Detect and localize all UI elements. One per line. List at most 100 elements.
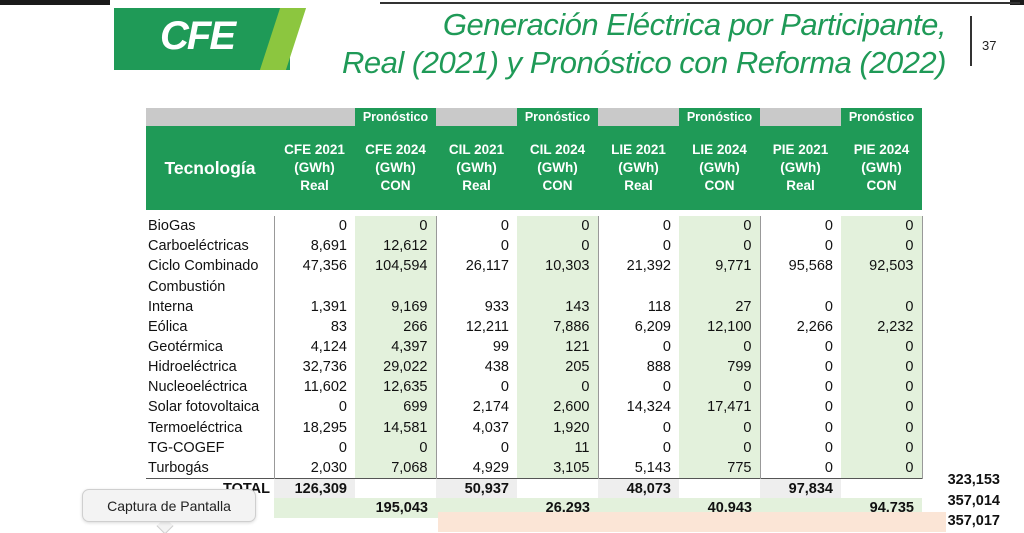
- table-cell: 438: [484, 359, 509, 376]
- table-cell: 104,594: [355, 256, 437, 277]
- table-cell: 92,503: [841, 256, 923, 277]
- table-cell: 0: [824, 439, 833, 456]
- header-tecnologia: Tecnología: [146, 126, 274, 210]
- table-cell: 0: [355, 216, 437, 237]
- table-cell: 5,143: [634, 459, 671, 476]
- title-line-2: Real (2021) y Pronóstico con Reforma (20…: [342, 45, 946, 80]
- header-column: CIL 2021 (GWh) Real: [436, 126, 517, 210]
- table-cell: 9,771: [679, 256, 761, 277]
- technology-name: Solar fotovoltaica: [146, 397, 275, 418]
- table-cell: 0: [841, 356, 923, 378]
- table-cell: 0: [517, 216, 599, 237]
- technology-name: Combustión Interna: [146, 276, 275, 317]
- header-line: CIL 2024: [529, 142, 586, 157]
- title-line-1: Generación Eléctrica por Participante,: [442, 7, 947, 42]
- cfe-logo-background: [114, 8, 290, 70]
- table-cell: 205: [517, 356, 599, 378]
- table-cell: 888: [646, 359, 671, 376]
- table-cell: 0: [841, 336, 923, 357]
- table-cell: 21,392: [626, 258, 671, 275]
- table-cell: 26,117: [465, 258, 509, 275]
- header-column: CFE 2024 (GWh) CON: [355, 126, 436, 210]
- table-cell: 0: [662, 419, 671, 436]
- table-row: Combustión Interna 1,391 9,169 933 143 118 27 0 0: [146, 276, 923, 317]
- table-cell: 775: [679, 457, 761, 479]
- grand-total-extra: 357,017: [947, 513, 1000, 529]
- table-cell: 4,397: [355, 336, 437, 357]
- pronostico-row: Pronóstico Pronóstico Pronóstico Pronóst…: [146, 108, 922, 126]
- pronostico-label: Pronóstico: [355, 108, 436, 126]
- technology-name: Hidroeléctrica: [146, 356, 275, 378]
- table-cell: 4,124: [310, 338, 347, 355]
- header-line: CFE 2024: [365, 142, 426, 157]
- table-cell: 27: [679, 276, 761, 317]
- technology-label: Interna: [148, 298, 194, 315]
- header-line: LIE 2021: [611, 142, 666, 157]
- technology-label: Carboeléctricas: [148, 238, 249, 255]
- header-line: (GWh): [456, 160, 497, 175]
- table-cell: 2,266: [796, 318, 833, 335]
- table-row: Geotérmica 4,124 4,397 99 121 0 0 0 0: [146, 336, 923, 357]
- header-line: Real: [300, 178, 329, 193]
- grand-total-con: 357,014: [947, 493, 1000, 509]
- table-cell: 2,600: [517, 397, 599, 418]
- table-cell: 0: [500, 439, 509, 456]
- header-line: CIL 2021: [448, 142, 505, 157]
- table-cell: 266: [355, 316, 437, 337]
- technology-name: Geotérmica: [146, 336, 275, 357]
- technology-name: TG-COGEF: [146, 437, 275, 458]
- table-cell: 14,581: [355, 417, 437, 438]
- table-cell: 2,174: [472, 399, 509, 416]
- header-column: LIE 2021 (GWh) Real: [598, 126, 679, 210]
- table-cell: 7,886: [517, 316, 599, 337]
- table-row: Nucleoeléctrica 11,602 12,635 0 0 0 0 0 0: [146, 377, 923, 398]
- total-real-cell: 126,309: [274, 477, 355, 499]
- header-line: LIE 2024: [692, 142, 747, 157]
- table-cell: 0: [662, 218, 671, 235]
- table-cell: 0: [824, 359, 833, 376]
- table-cell: 47,356: [302, 258, 347, 275]
- header-line: PIE 2021: [772, 142, 829, 157]
- header-line: (GWh): [780, 160, 821, 175]
- table-cell: 4,929: [472, 459, 509, 476]
- table-cell: 0: [355, 437, 437, 458]
- technology-label: Eólica: [148, 318, 188, 335]
- table-cell: 0: [517, 377, 599, 398]
- header-line: (GWh): [699, 160, 740, 175]
- table-row: Turbogás 2,030 7,068 4,929 3,105 5,143 775 0 0: [146, 457, 923, 479]
- table-cell: 4,037: [472, 419, 509, 436]
- table-cell: 12,635: [355, 377, 437, 398]
- table-cell: 29,022: [355, 356, 437, 378]
- pronostico-label: Pronóstico: [841, 108, 922, 126]
- table-cell: 7,068: [355, 457, 437, 479]
- table-cell: 3,105: [517, 457, 599, 479]
- table-cell: 118: [647, 298, 671, 315]
- table-cell: 12,211: [465, 318, 509, 335]
- peach-highlight-bar: [438, 512, 946, 532]
- table-cell: 0: [841, 216, 923, 237]
- table-cell: 0: [517, 236, 599, 257]
- top-border-line: [0, 0, 1024, 5]
- table-cell: 99: [492, 338, 509, 355]
- header-line: Real: [786, 178, 815, 193]
- header-column: CFE 2021 (GWh) Real: [274, 126, 355, 210]
- technology-label: Termoeléctrica: [148, 419, 243, 436]
- header-line: CON: [866, 178, 897, 193]
- table-cell: 0: [500, 218, 509, 235]
- table-cell: 6,209: [634, 318, 671, 335]
- table-row: TG-COGEF 0 0 0 11 0 0 0 0: [146, 437, 923, 458]
- technology-label: Geotérmica: [148, 338, 223, 355]
- table-cell: 0: [679, 236, 761, 257]
- table-cell: 0: [824, 238, 833, 255]
- table-cell: 0: [824, 218, 833, 235]
- slide-title: Generación Eléctrica por Participante, R…: [342, 6, 946, 82]
- generation-table: Pronóstico Pronóstico Pronóstico Pronóst…: [146, 108, 923, 519]
- table-cell: 143: [517, 276, 599, 317]
- table-cell: 11,602: [303, 379, 347, 396]
- header-line: CFE 2021: [284, 142, 345, 157]
- table-cell: 0: [824, 379, 833, 396]
- table-cell: 18,295: [302, 419, 347, 436]
- table-row: BioGas 0 0 0 0 0 0 0 0: [146, 216, 923, 237]
- table-cell: 0: [841, 417, 923, 438]
- header-line: CON: [542, 178, 573, 193]
